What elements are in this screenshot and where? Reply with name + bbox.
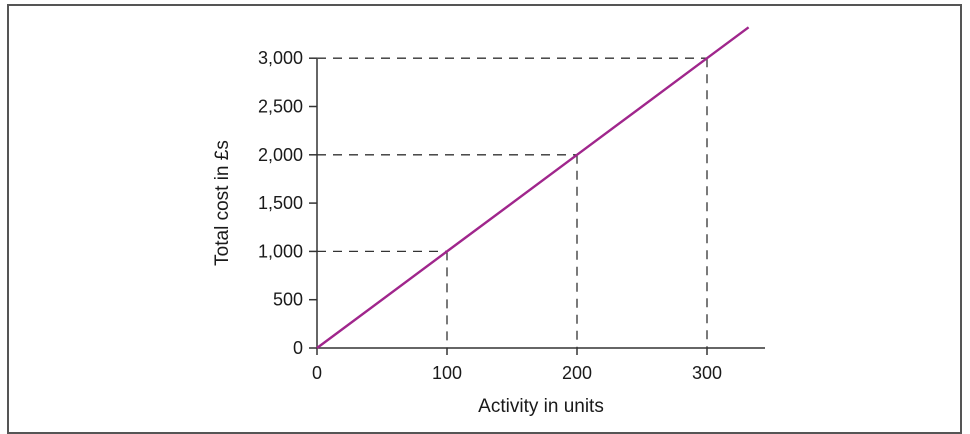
x-tick-label: 300 (692, 363, 722, 383)
y-tick-label: 0 (293, 338, 303, 358)
x-tick-label: 100 (432, 363, 462, 383)
ticks: 0 500 1,000 1,500 2,000 2,500 3,000 0 100 200 300 (258, 48, 722, 383)
y-tick-label: 2,500 (258, 97, 303, 117)
y-tick-label: 2,000 (258, 145, 303, 165)
reference-lines (317, 57, 708, 348)
axes (316, 59, 765, 349)
cost-line (316, 26, 750, 349)
x-tick-label: 0 (312, 363, 322, 383)
series (316, 26, 750, 349)
y-tick-label: 3,000 (258, 48, 303, 68)
x-axis-title: Activity in units (478, 396, 604, 417)
x-tick-label: 200 (562, 363, 592, 383)
y-tick-label: 1,500 (258, 193, 303, 213)
y-tick-label: 1,000 (258, 241, 303, 261)
y-tick-label: 500 (273, 290, 303, 310)
y-axis-title: Total cost in £s (212, 140, 233, 266)
chart-frame (7, 4, 962, 434)
